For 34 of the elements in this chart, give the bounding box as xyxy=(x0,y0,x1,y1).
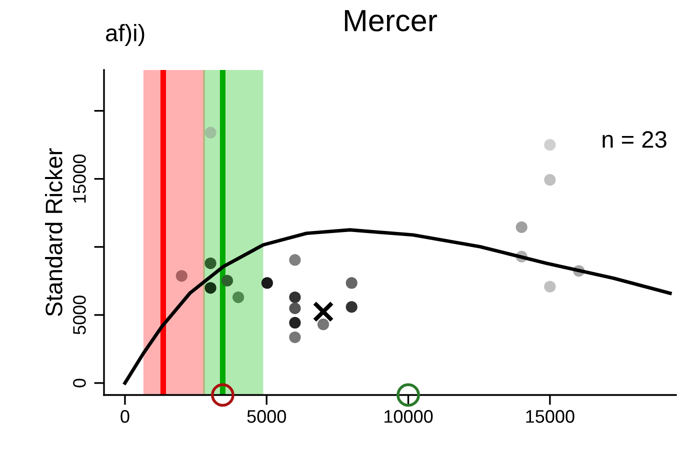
point xyxy=(317,318,330,330)
point xyxy=(261,277,273,289)
x-tick-label: 5000 xyxy=(247,410,286,423)
point xyxy=(204,257,216,270)
point xyxy=(396,383,420,407)
y-tick-label: 5000 xyxy=(73,296,86,334)
point xyxy=(346,277,358,289)
chart-title: Mercer xyxy=(344,10,438,32)
point xyxy=(204,126,216,138)
point xyxy=(232,291,244,304)
point xyxy=(544,139,556,151)
x-tick-label: 10000 xyxy=(384,410,433,423)
point xyxy=(516,221,528,233)
line-series xyxy=(123,228,672,385)
x-tick-label: 0 xyxy=(120,410,130,423)
x-tick-label: 15000 xyxy=(526,410,574,423)
point xyxy=(544,280,556,292)
point xyxy=(289,291,301,304)
annotation: n = 23 xyxy=(602,131,666,148)
point xyxy=(289,331,301,344)
point xyxy=(211,383,234,407)
y-axis-title: Standard Ricker xyxy=(45,148,62,316)
point xyxy=(544,174,556,186)
point xyxy=(289,254,301,266)
point xyxy=(204,282,216,294)
point xyxy=(289,302,301,314)
point xyxy=(176,270,188,282)
point xyxy=(312,301,334,322)
point xyxy=(346,301,358,313)
text: af)i) xyxy=(106,24,144,46)
y-tick-label: 15000 xyxy=(73,154,86,203)
point xyxy=(221,274,234,286)
y-tick-label: 0 xyxy=(73,378,86,388)
point xyxy=(289,316,301,329)
